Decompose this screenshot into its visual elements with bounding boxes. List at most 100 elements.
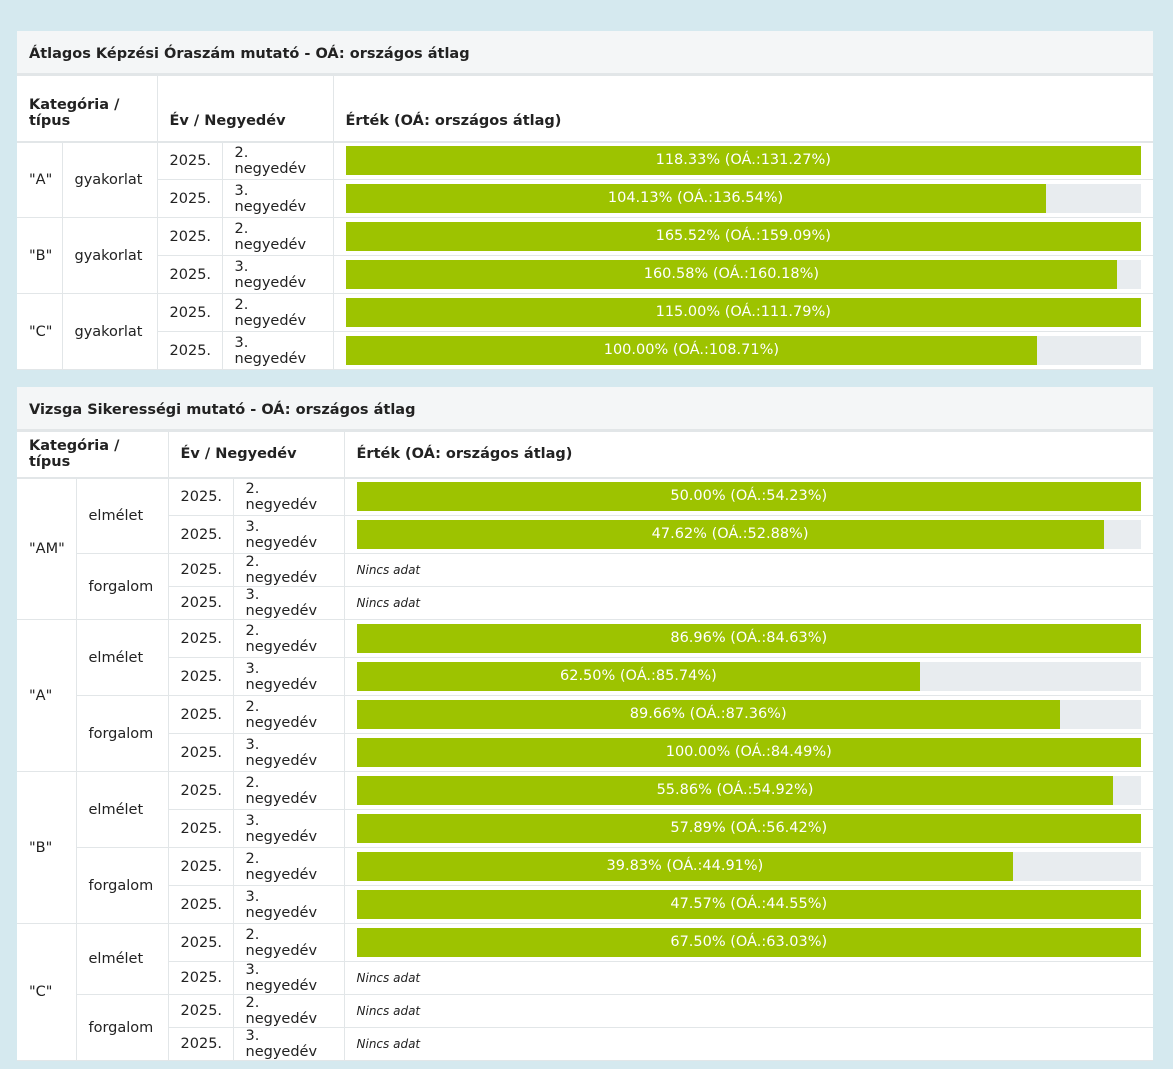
quarter-cell: 3. negyedév (232, 515, 345, 554)
header-row: Kategória / típus Év / Negyedév Érték (OÁ:… (17, 75, 1153, 143)
quarter-cell: 3. negyedév (232, 733, 345, 772)
data-row: 2025. 3. negyedév 47.62% (OÁ.:52.88%) (17, 515, 1153, 554)
bar: 160.58% (OÁ.:160.18%) (345, 260, 1118, 289)
value-cell: Nincs adat (343, 553, 1153, 587)
year-cell: 2025. (168, 885, 234, 924)
value-cell: Nincs adat (343, 1027, 1153, 1061)
quarter-cell: 2. negyedév (221, 217, 334, 256)
data-row: 2025. 3. negyedév 47.57% (OÁ.:44.55%) (17, 885, 1153, 924)
year-cell: 2025. (156, 141, 223, 180)
quarter-cell: 3. negyedév (221, 179, 334, 218)
year-cell: 2025. (167, 553, 234, 587)
no-data: Nincs adat (356, 596, 421, 610)
header-cell: Év / Negyedév (156, 75, 334, 143)
bar-label: 118.33% (OÁ.:131.27%) (655, 152, 831, 169)
value-cell: 62.50% (OÁ.:85.74%) (343, 657, 1153, 696)
value-cell: 160.58% (OÁ.:160.18%) (332, 255, 1153, 294)
bar: 57.89% (OÁ.:56.42%) (356, 814, 1141, 843)
data-row: "A" gyakorlat 2025. 2. negyedév 118.33% (OÁ.… (17, 141, 1153, 218)
header-cell: Kategória / típus (17, 431, 169, 479)
bar-track: 100.00% (OÁ.:108.71%) (345, 336, 1141, 365)
bar-track: 89.66% (OÁ.:87.36%) (356, 700, 1141, 729)
quarter-cell: 3. negyedév (221, 331, 334, 370)
no-data: Nincs adat (356, 1004, 421, 1018)
bar-track: 100.00% (OÁ.:84.49%) (356, 738, 1141, 767)
header-row: Kategória / típus Év / Negyedév Érték (OÁ:… (17, 431, 1153, 479)
bar: 100.00% (OÁ.:84.49%) (356, 738, 1141, 767)
year-cell: 2025. (168, 657, 234, 696)
year-cell: 2025. (156, 217, 223, 256)
year-cell: 2025. (167, 695, 234, 734)
type-cell: gyakorlat (61, 217, 158, 294)
bar-track: 104.13% (OÁ.:136.54%) (345, 184, 1141, 213)
bar-label: 100.00% (OÁ.:108.71%) (603, 342, 780, 358)
year-cell: 2025. (167, 994, 234, 1028)
data-row: 2025. 3. negyedév 62.50% (OÁ.:85.74%) (17, 657, 1153, 696)
year-cell: 2025. (168, 1027, 234, 1061)
bar: 67.50% (OÁ.:63.03%) (356, 928, 1141, 957)
bar: 39.83% (OÁ.:44.91%) (356, 852, 1014, 881)
category-cell: "AM" (17, 477, 77, 620)
quarter-cell: 2. negyedév (232, 619, 345, 658)
value-cell: 86.96% (OÁ.:84.63%) (343, 619, 1153, 658)
bar-label: 47.57% (OÁ.:44.55%) (670, 896, 828, 912)
bar-label: 57.89% (OÁ.:56.42%) (670, 820, 828, 836)
bar-label: 50.00% (OÁ.:54.23%) (670, 488, 828, 505)
year-cell: 2025. (168, 586, 234, 620)
type-cell: elmélet (75, 619, 169, 696)
bar-label: 62.50% (OÁ.:85.74%) (560, 668, 717, 684)
bar: 115.00% (OÁ.:111.79%) (345, 298, 1141, 327)
quarter-cell: 2. negyedév (232, 695, 345, 734)
quarter-cell: 3. negyedév (232, 586, 345, 620)
data-row: 2025. 3. negyedév 57.89% (OÁ.:56.42%) (17, 809, 1153, 848)
quarter-cell: 3. negyedév (232, 961, 345, 995)
bar-track: 118.33% (OÁ.:131.27%) (345, 146, 1141, 176)
data-row: 2025. 3. negyedév 160.58% (OÁ.:160.18%) (17, 255, 1153, 294)
data-row: "A" elmélet 2025. 2. negyedév 86.96% (OÁ.:84… (17, 619, 1153, 772)
bar-label: 160.58% (OÁ.:160.18%) (643, 266, 820, 282)
bar-label: 55.86% (OÁ.:54.92%) (656, 782, 814, 798)
bar-track: 62.50% (OÁ.:85.74%) (356, 662, 1141, 691)
value-cell: 67.50% (OÁ.:63.03%) (343, 923, 1153, 962)
quarter-cell: 3. negyedév (221, 255, 334, 294)
value-cell: 47.57% (OÁ.:44.55%) (343, 885, 1153, 924)
data-row: 2025. 3. negyedév Nincs adat (17, 586, 1153, 620)
header-cell: Év / Negyedév (167, 431, 345, 479)
no-data: Nincs adat (356, 1037, 421, 1051)
type-cell: forgalom (76, 553, 169, 620)
bar-label: 67.50% (OÁ.:63.03%) (670, 934, 828, 950)
bar-track: 57.89% (OÁ.:56.42%) (356, 814, 1141, 843)
year-cell: 2025. (168, 515, 234, 554)
bar-label: 39.83% (OÁ.:44.91%) (606, 858, 764, 874)
year-cell: 2025. (157, 255, 223, 294)
no-data: Nincs adat (356, 971, 421, 985)
category-cell: "A" (17, 619, 77, 772)
quarter-cell: 2. negyedév (232, 847, 345, 886)
value-cell: 115.00% (OÁ.:111.79%) (332, 293, 1153, 332)
year-cell: 2025. (167, 619, 234, 658)
category-cell: "C" (17, 923, 77, 1061)
type-cell: gyakorlat (61, 141, 158, 218)
year-cell: 2025. (167, 477, 234, 516)
bar-track: 160.58% (OÁ.:160.18%) (345, 260, 1141, 289)
bar-track: 47.57% (OÁ.:44.55%) (356, 890, 1141, 919)
quarter-cell: 2. negyedév (232, 553, 345, 587)
bar-track: 55.86% (OÁ.:54.92%) (356, 776, 1141, 805)
data-row: 2025. 3. negyedév 100.00% (OÁ.:84.49%) (17, 733, 1153, 772)
data-row: forgalom 2025. 2. negyedév Nincs adat (17, 994, 1153, 1061)
value-cell: Nincs adat (343, 586, 1153, 620)
value-cell: 57.89% (OÁ.:56.42%) (343, 809, 1153, 848)
bar-track: 67.50% (OÁ.:63.03%) (356, 928, 1141, 957)
category-cell: "B" (17, 217, 63, 294)
bar-track: 47.62% (OÁ.:52.88%) (356, 520, 1141, 549)
type-cell: forgalom (76, 847, 169, 924)
quarter-cell: 2. negyedév (221, 293, 334, 332)
data-table: Kategória / típus Év / Negyedév Érték (OÁ:… (17, 75, 1153, 370)
value-cell: 39.83% (OÁ.:44.91%) (343, 847, 1153, 886)
header-cell: Érték (OÁ: országos átlag) (332, 75, 1153, 143)
header-cell: Kategória / típus (17, 75, 158, 143)
value-cell: 50.00% (OÁ.:54.23%) (343, 477, 1153, 516)
quarter-cell: 3. negyedév (232, 809, 345, 848)
year-cell: 2025. (156, 293, 223, 332)
